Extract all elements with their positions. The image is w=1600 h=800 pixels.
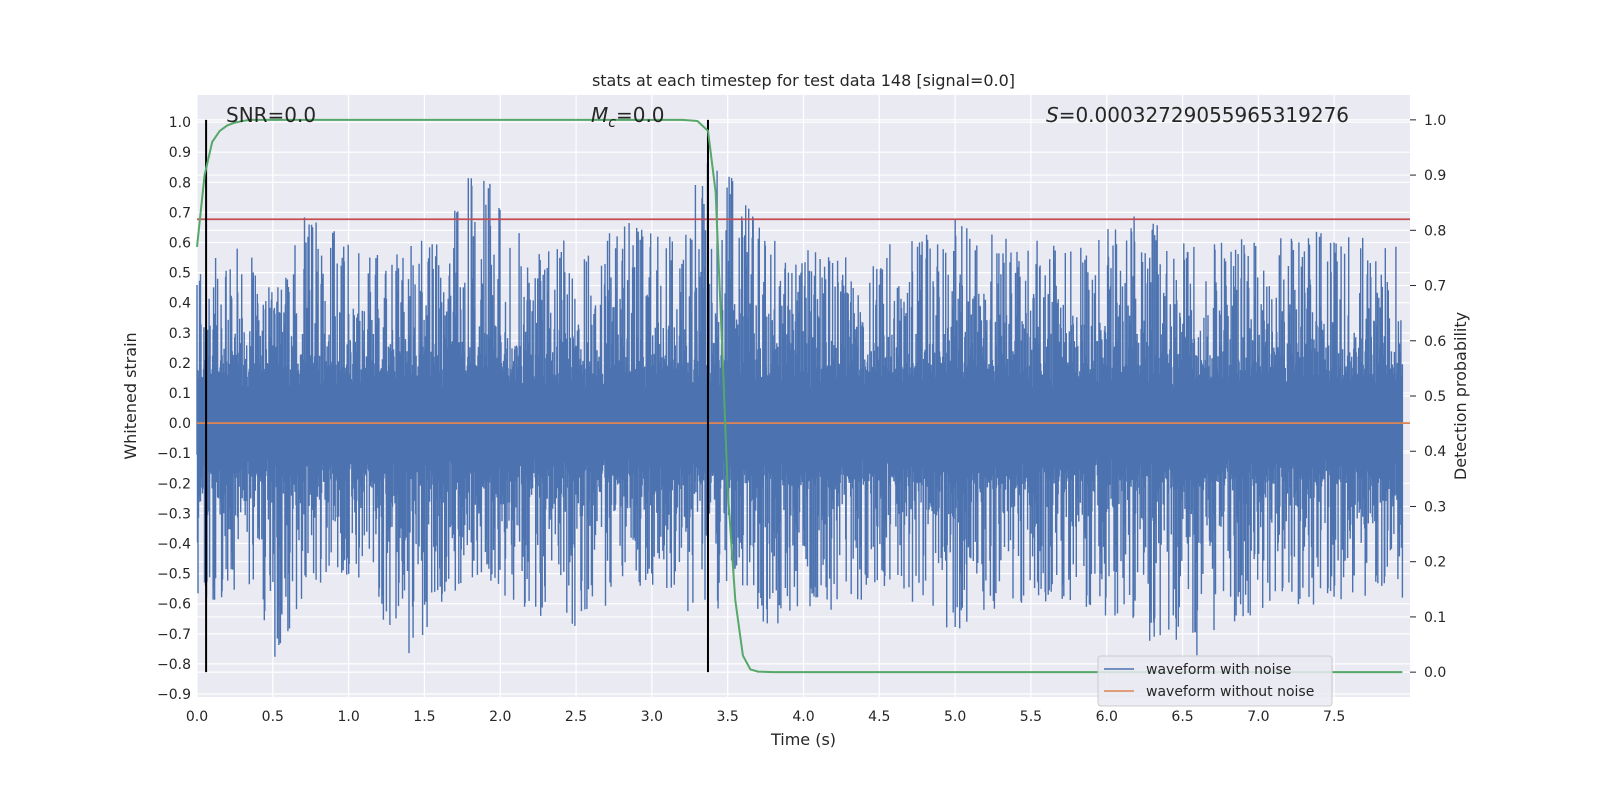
x-tick-label: 7.5 xyxy=(1323,709,1345,725)
legend-box xyxy=(1097,655,1333,707)
x-tick-label: 1.0 xyxy=(337,709,359,725)
y-tick-label: 0.6 xyxy=(169,235,191,251)
x-tick-label: 2.0 xyxy=(489,709,511,725)
annotation-snr: SNR=0.0 xyxy=(226,103,316,127)
mc-symbol: M xyxy=(591,103,608,127)
legend: waveform with noise waveform without noi… xyxy=(1097,655,1333,707)
mc-value: =0.0 xyxy=(616,103,665,127)
y-tick-label: 0.5 xyxy=(169,266,191,282)
y-axis-label: Whitened strain xyxy=(121,332,140,459)
legend-entry-noise: waveform with noise xyxy=(1146,662,1291,678)
y-tick-label: −0.2 xyxy=(157,476,191,492)
s-symbol: S xyxy=(1046,103,1059,127)
line-detection-probability xyxy=(196,118,1403,674)
y-tick-label: −0.8 xyxy=(157,657,191,673)
y2-tick-label: 0.6 xyxy=(1424,334,1446,350)
x-tick-label: 1.5 xyxy=(413,709,435,725)
y-tick-label: 0.8 xyxy=(169,175,191,191)
x-tick-label: 3.5 xyxy=(717,709,739,725)
x-tick-label: 2.5 xyxy=(565,709,587,725)
y-tick-label: −0.4 xyxy=(157,536,191,552)
y2-tick-label: 0.3 xyxy=(1424,499,1446,515)
x-tick-label: 3.0 xyxy=(641,709,663,725)
y-tick-label: −0.1 xyxy=(157,446,191,462)
s-value: =0.00032729055965319276 xyxy=(1059,103,1349,127)
y-tick-label: 0.2 xyxy=(169,356,191,372)
y-tick-label: −0.5 xyxy=(157,567,191,583)
y-tick-label: −0.9 xyxy=(157,687,191,703)
x-tick-label: 4.5 xyxy=(868,709,890,725)
x-tick-label: 0.5 xyxy=(262,709,284,725)
y-tick-label: 0.9 xyxy=(169,145,191,161)
y2-tick-label: 0.7 xyxy=(1424,279,1446,295)
x-tick-label: 4.0 xyxy=(792,709,814,725)
y2-tick-label: 0.2 xyxy=(1424,555,1446,571)
y2-tick-label: 1.0 xyxy=(1424,113,1446,129)
y-tick-label: 0.4 xyxy=(169,296,191,312)
x-tick-label: 0.0 xyxy=(186,709,208,725)
y2-tick-label: 0.5 xyxy=(1424,389,1446,405)
annotation-chirp-mass: Mc=0.0 xyxy=(591,103,665,131)
x-tick-label: 7.0 xyxy=(1247,709,1269,725)
chart-title: stats at each timestep for test data 148… xyxy=(592,71,1015,90)
x-tick-label: 6.0 xyxy=(1096,709,1118,725)
y2-axis-label: Detection probability xyxy=(1451,312,1470,480)
ticks: 0.0 0.5 1.0 1.5 2.0 2.5 3.0 3.5 4.0 4.5 5.0 5.5 6.0 6… xyxy=(157,113,1446,725)
y2-tick-label: 0.1 xyxy=(1424,610,1446,626)
y-tick-label: −0.7 xyxy=(157,627,191,643)
x-tick-label: 5.0 xyxy=(944,709,966,725)
y-tick-label: 0.7 xyxy=(169,205,191,221)
x-tick-label: 6.5 xyxy=(1171,709,1193,725)
series-lines xyxy=(196,118,1410,674)
legend-entry-clean: waveform without noise xyxy=(1146,684,1314,700)
y-tick-label: −0.6 xyxy=(157,597,191,613)
mc-subscript: c xyxy=(608,115,616,131)
y2-tick-label: 0.9 xyxy=(1424,168,1446,184)
y-tick-label: 1.0 xyxy=(169,115,191,131)
x-tick-label: 5.5 xyxy=(1020,709,1042,725)
y-tick-label: 0.0 xyxy=(169,416,191,432)
x-axis-label: Time (s) xyxy=(770,730,836,749)
y2-tick-label: 0.8 xyxy=(1424,223,1446,239)
y-tick-label: −0.3 xyxy=(157,506,191,522)
y2-tick-label: 0.0 xyxy=(1424,665,1446,681)
annotation-score: S=0.00032729055965319276 xyxy=(1046,103,1349,127)
y-tick-label: 0.3 xyxy=(169,326,191,342)
y-tick-label: 0.1 xyxy=(169,386,191,402)
y2-tick-label: 0.4 xyxy=(1424,444,1446,460)
